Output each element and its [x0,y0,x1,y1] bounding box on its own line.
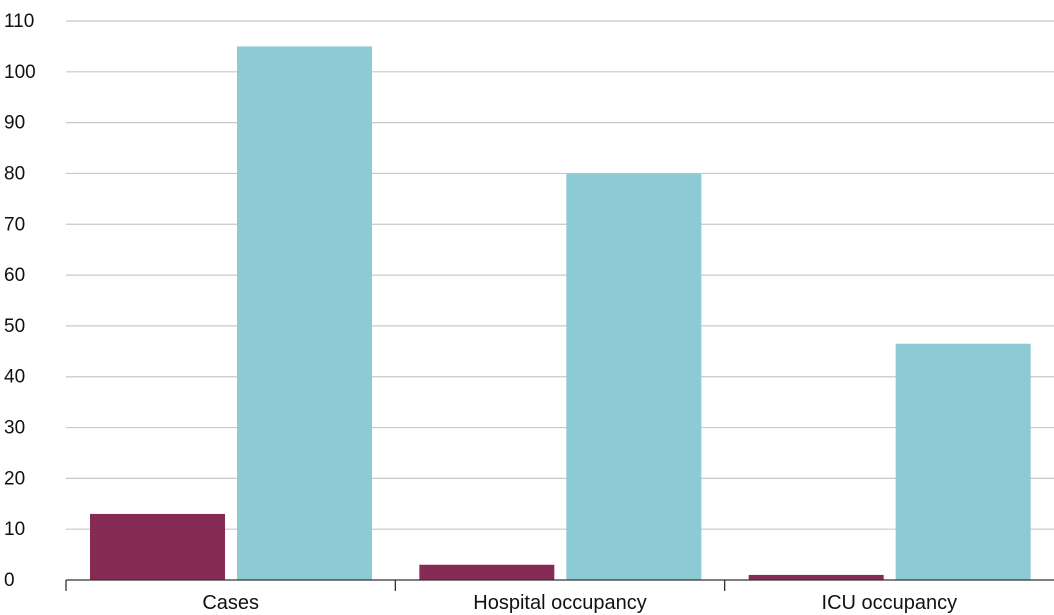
y-tick-label: 110 [4,11,34,32]
bar-series-1 [90,513,225,580]
bar-series-2 [895,343,1031,580]
y-tick-label: 40 [4,367,25,388]
y-tick-label: 70 [4,214,25,235]
y-tick-label: 60 [4,265,25,286]
y-tick-label: 80 [4,163,25,184]
y-tick-label: 90 [4,113,25,134]
gridlines [66,20,1054,530]
x-category-label: Cases [202,592,259,614]
y-tick-label: 50 [4,316,25,337]
bar-series-1 [419,564,555,580]
x-category-label: ICU occupancy [822,592,958,614]
y-tick-label: 10 [4,519,25,540]
bar-series-2 [566,173,702,581]
y-tick-label: 20 [4,468,25,489]
bar-series-2 [237,46,372,580]
y-axis-tick-labels: 0 10 20 30 40 50 60 70 80 90 100 110 [4,11,36,591]
y-tick-label: 0 [4,570,15,591]
y-tick-label: 100 [4,62,36,83]
x-axis-category-labels: Cases Hospital occupancy ICU occupancy [202,592,957,614]
bar-series-1 [748,574,884,580]
x-category-label: Hospital occupancy [473,592,646,614]
bars [90,46,1031,581]
y-tick-label: 30 [4,418,25,439]
x-axis [65,579,1054,591]
